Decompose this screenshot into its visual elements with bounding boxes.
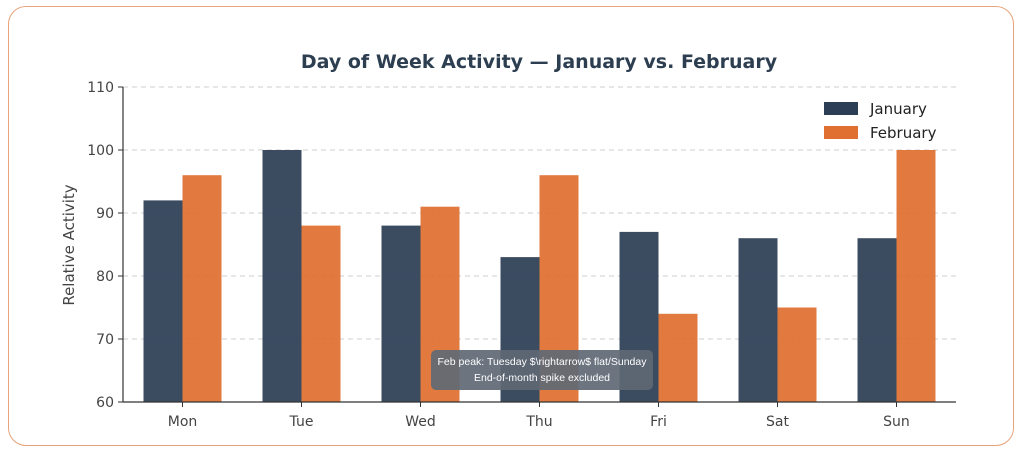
bar-january-sun xyxy=(857,238,897,402)
x-tick-label: Sat xyxy=(766,414,789,430)
bar-january-tue xyxy=(262,150,302,402)
x-tick-label: Mon xyxy=(168,414,198,430)
bar-january-sat xyxy=(738,238,778,402)
annotation-line-1: Feb peak: Tuesday $\rightarrow$ flat/Sun… xyxy=(438,356,648,368)
x-tick-label: Sun xyxy=(883,414,910,430)
bars xyxy=(143,150,936,402)
bar-february-tue xyxy=(301,225,341,402)
legend: January February xyxy=(824,100,937,142)
y-tick-label: 90 xyxy=(96,206,114,222)
x-tick-label: Fri xyxy=(650,414,667,430)
legend-label-february: February xyxy=(870,124,937,142)
bar-january-wed xyxy=(381,225,421,402)
x-tick-labels: Mon Tue Wed Thu Fri Sat Sun xyxy=(168,402,910,430)
legend-swatch-february xyxy=(824,126,858,139)
y-tick-label: 110 xyxy=(87,80,114,96)
legend-label-january: January xyxy=(869,100,927,118)
y-tick-label: 70 xyxy=(96,332,114,348)
x-tick-label: Thu xyxy=(525,414,552,430)
y-tick-label: 60 xyxy=(96,395,114,411)
y-tick-label: 100 xyxy=(87,143,114,159)
annotation-box: Feb peak: Tuesday $\rightarrow$ flat/Sun… xyxy=(431,350,653,390)
x-tick-label: Wed xyxy=(405,414,436,430)
y-tick-label: 80 xyxy=(96,269,114,285)
bar-january-mon xyxy=(143,200,183,402)
y-axis-label: Relative Activity xyxy=(60,184,78,305)
bar-february-sun xyxy=(896,150,936,402)
bar-february-fri xyxy=(658,313,698,402)
chart-title: Day of Week Activity — January vs. Febru… xyxy=(301,51,778,73)
annotation-line-2: End-of-month spike excluded xyxy=(474,372,610,384)
bar-february-mon xyxy=(182,175,222,402)
y-tick-labels: 60 70 80 90 100 110 xyxy=(87,80,123,411)
bar-february-sat xyxy=(777,307,817,402)
legend-swatch-january xyxy=(824,102,858,115)
x-tick-label: Tue xyxy=(289,414,314,430)
